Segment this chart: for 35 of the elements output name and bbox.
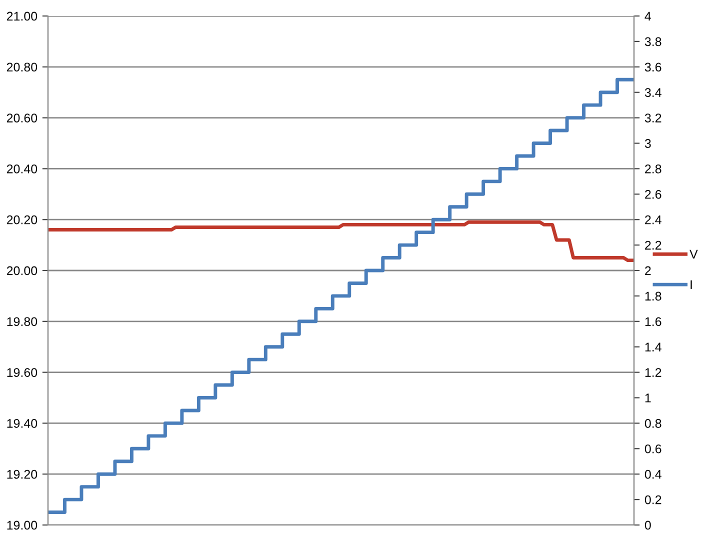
y-tick-label: 20.20	[6, 215, 38, 224]
y2-tick-label: 1.6	[645, 317, 662, 326]
legend-label: V	[690, 250, 698, 259]
y-tick-label: 20.80	[6, 62, 38, 72]
y2-tick-label: 2.6	[645, 190, 662, 199]
y-tick-label: 19.80	[7, 317, 38, 326]
y2-tick-label: 1.8	[645, 292, 662, 301]
y2-tick-label: 0	[644, 520, 651, 530]
y-tick-label: 19.20	[7, 470, 38, 479]
y2-tick-label: 2.4	[645, 215, 662, 224]
line-series	[48, 220, 634, 262]
y2-tick-label: 2.8	[645, 164, 662, 174]
y-tick-label: 20.00	[6, 266, 38, 276]
y-tick-label: 19.40	[7, 419, 38, 428]
y-tick-label: 20.60	[6, 114, 38, 122]
y2-tick-label: 3.8	[644, 37, 662, 46]
y2-tick-label: 0.4	[644, 470, 662, 479]
y2-tick-label: 0.6	[644, 444, 662, 454]
y2-tick-label: 1.2	[645, 368, 662, 377]
y-tick-label: 19.60	[7, 368, 38, 377]
y-tick-label: 19.00	[7, 520, 38, 530]
y2-tick-label: 0.8	[644, 419, 662, 428]
y-tick-label: 21.00	[6, 12, 38, 21]
y2-tick-label: 1.4	[645, 342, 662, 352]
y2-tick-label: 3.4	[644, 88, 662, 97]
y2-tick-label: 2.2	[645, 240, 662, 250]
y2-tick-label: 2	[645, 266, 651, 276]
y2-tick-label: 3	[644, 139, 651, 148]
y2-tick-label: 4	[644, 12, 652, 21]
y2-tick-label: 1	[645, 394, 651, 402]
y2-tick-label: 3.6	[644, 62, 662, 72]
legend-label: I	[690, 280, 692, 289]
y-tick-label: 20.40	[6, 164, 38, 174]
y2-tick-label: 0.2	[644, 495, 662, 504]
y2-tick-label: 3.2	[644, 114, 662, 122]
